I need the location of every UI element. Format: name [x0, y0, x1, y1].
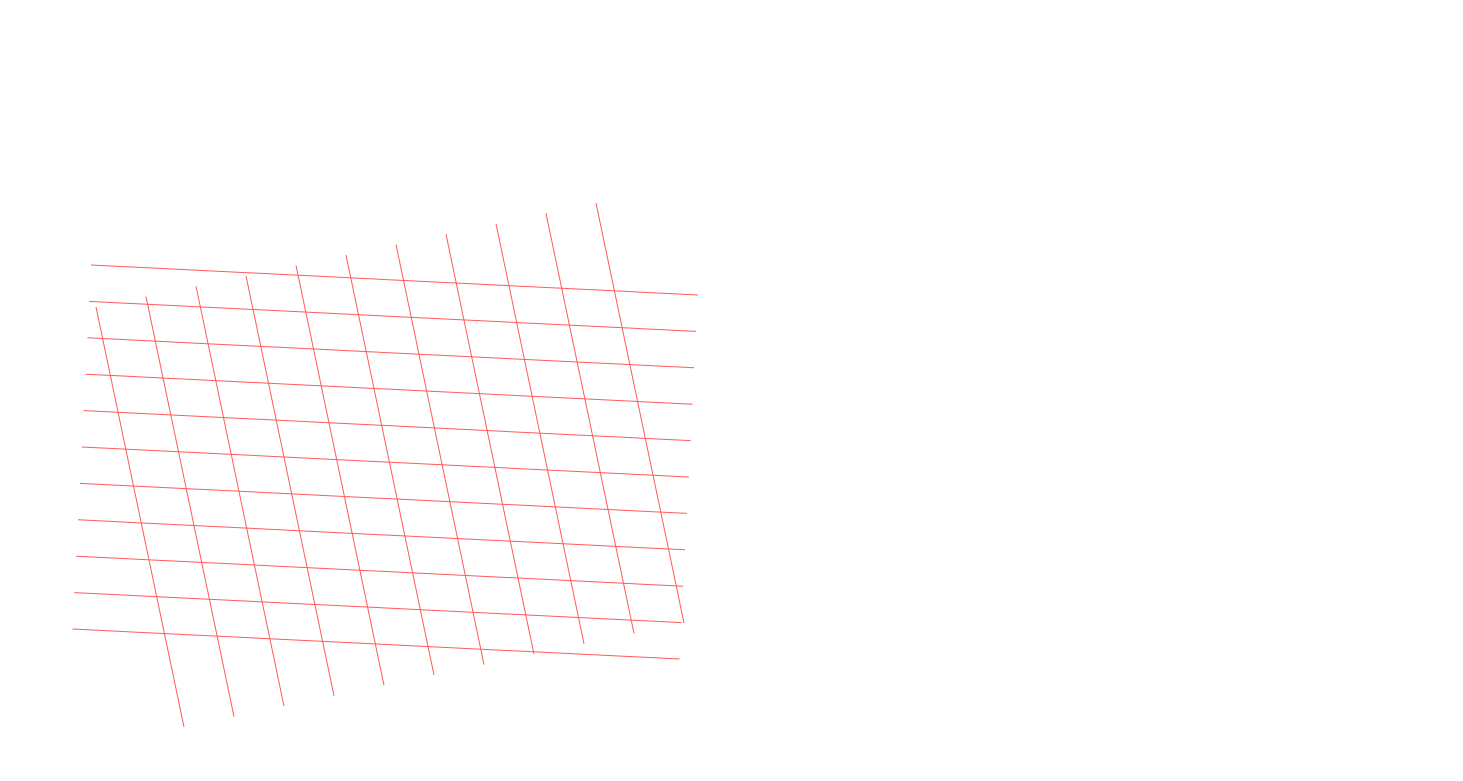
grid-horizontal-line-4	[86, 374, 693, 404]
grid-vertical-line-8	[446, 234, 534, 654]
grid-vertical-line-3	[196, 286, 284, 706]
grid-horizontal-line-10	[74, 593, 681, 623]
grid-vertical-line-7	[396, 245, 484, 665]
grid-horizontal-line-6	[82, 447, 689, 477]
grid-horizontal-line-9	[76, 556, 683, 586]
grid-vertical-line-4	[246, 276, 334, 696]
grid-vertical-line-10	[546, 213, 634, 633]
grid-horizontal-line-5	[84, 411, 691, 441]
grid-horizontal-line-11	[73, 629, 680, 659]
grid-horizontal-line-8	[78, 520, 685, 550]
grid-horizontal-line-3	[87, 338, 694, 368]
grid-vertical-line-9	[496, 224, 584, 644]
grid-horizontal-line-7	[80, 483, 687, 513]
grid-vertical-line-5	[296, 265, 384, 685]
grid-horizontal-line-1	[91, 265, 698, 295]
grid-lines	[73, 203, 699, 727]
grid-vertical-line-1	[96, 307, 184, 727]
grid-horizontal-line-2	[89, 301, 696, 331]
grid-vertical-line-11	[596, 203, 684, 623]
grid-vertical-line-2	[146, 297, 234, 717]
grid-vertical-line-6	[346, 255, 434, 675]
